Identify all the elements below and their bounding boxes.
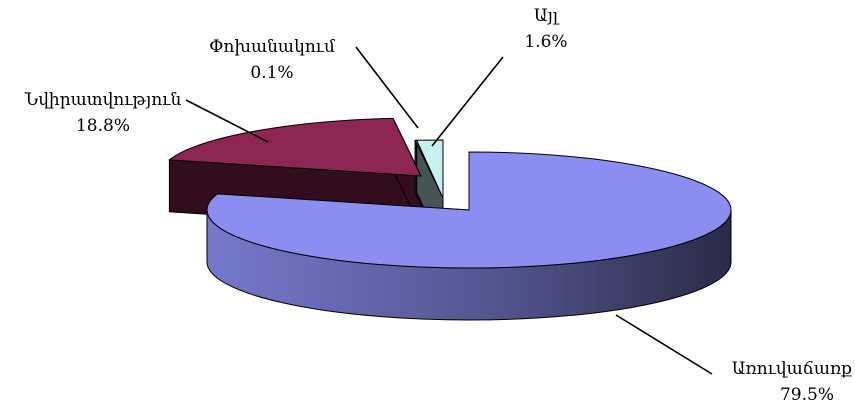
leader-line-1 xyxy=(186,100,268,142)
leader-line-2 xyxy=(356,47,418,128)
slice-value-3: 1.6% xyxy=(524,32,567,52)
slice-value-0: 79.5% xyxy=(780,385,834,405)
leader-line-3 xyxy=(432,57,503,146)
slice-label-0: Առուվաճառք xyxy=(732,359,852,379)
leader-line-0 xyxy=(616,315,712,374)
slice-label-2: Փոխանակում xyxy=(209,37,336,57)
slice-label-3: Այլ xyxy=(534,6,560,26)
slice-value-2: 0.1% xyxy=(250,63,293,83)
slice-value-1: 18.8% xyxy=(76,116,130,136)
slice-label-1: Նվիրատվություն xyxy=(24,90,182,110)
